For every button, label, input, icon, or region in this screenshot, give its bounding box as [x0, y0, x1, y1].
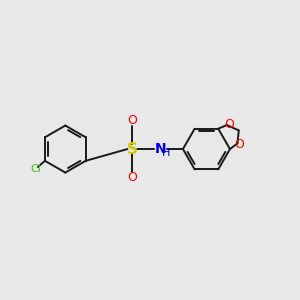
Text: O: O — [127, 171, 137, 184]
Text: H: H — [162, 148, 170, 158]
Text: S: S — [127, 142, 138, 157]
Text: Cl: Cl — [30, 164, 41, 174]
Text: O: O — [224, 118, 234, 130]
Text: O: O — [127, 114, 137, 127]
Text: N: N — [154, 142, 166, 156]
Text: O: O — [234, 138, 244, 151]
